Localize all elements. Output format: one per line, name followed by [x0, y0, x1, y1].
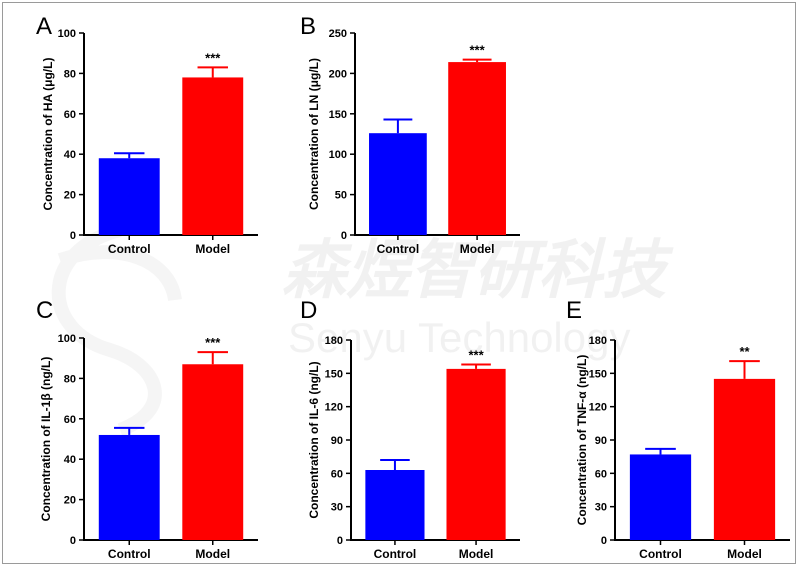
- y-axis-title: Concentration of HA (μg/L): [41, 58, 55, 211]
- y-tick-label: 150: [325, 368, 343, 380]
- bar-model: [713, 378, 776, 540]
- panel-letter: B: [300, 13, 316, 40]
- y-tick-label: 180: [325, 335, 343, 347]
- chart-panel-d: D 0 30 60 90 120 150 180 Concentration of IL-6 (…: [300, 297, 520, 561]
- chart-panel-c: C 0 20 40 60 80 100 Concentration of IL-1β (ng/…: [36, 297, 258, 561]
- y-tick-label: 50: [335, 190, 347, 202]
- y-tick-label: 80: [64, 373, 76, 385]
- y-tick-label: 40: [64, 149, 76, 161]
- y-tick-label: 100: [329, 149, 347, 161]
- y-tick-label: 100: [58, 28, 76, 40]
- y-tick-label: 60: [64, 109, 76, 121]
- y-tick-label: 60: [331, 468, 343, 480]
- panel-letter: D: [300, 297, 317, 324]
- y-axis-title: Concentration of IL-6 (ng/L): [307, 361, 321, 518]
- x-category-label: Model: [195, 242, 230, 256]
- y-axis-title: Concentration of LN (μg/L): [307, 58, 321, 210]
- bar-model: [182, 364, 244, 540]
- y-tick-label: 0: [341, 230, 347, 242]
- y-tick-label: 150: [589, 368, 607, 380]
- y-tick-label: 0: [70, 535, 76, 547]
- y-tick-label: 20: [64, 190, 76, 202]
- x-category-label: Model: [460, 242, 495, 256]
- x-category-label: Control: [108, 242, 151, 256]
- y-tick-label: 30: [595, 502, 607, 514]
- watermark-logo-shape: [51, 223, 182, 437]
- y-tick-label: 90: [331, 435, 343, 447]
- panel-letter: E: [566, 297, 582, 324]
- x-category-label: Control: [639, 547, 682, 561]
- y-tick-label: 60: [595, 468, 607, 480]
- bar-control: [98, 434, 160, 540]
- y-tick-label: 180: [589, 335, 607, 347]
- significance-marker: ***: [470, 43, 486, 58]
- panel-letter: C: [36, 297, 53, 324]
- significance-marker: ***: [205, 335, 221, 350]
- y-tick-label: 30: [331, 502, 343, 514]
- charts-layer: A 0 20 40 60 80 100 Concentration of HA (μg/L) C…: [36, 13, 790, 561]
- x-category-label: Model: [195, 547, 230, 561]
- watermark-chinese-text: 森煜智研科技: [282, 234, 674, 308]
- y-tick-label: 0: [337, 535, 343, 547]
- y-tick-label: 40: [64, 454, 76, 466]
- watermark: 森煜智研科技 Senyu Technology: [51, 223, 674, 437]
- chart-panel-a: A 0 20 40 60 80 100 Concentration of HA (μg/L) C…: [36, 13, 258, 256]
- bar-control: [629, 454, 692, 540]
- bar-control: [98, 158, 160, 235]
- y-tick-label: 200: [329, 68, 347, 80]
- panel-letter: A: [36, 13, 52, 40]
- y-axis-title: Concentration of TNF-α (ng/L): [575, 355, 589, 526]
- y-tick-label: 60: [64, 414, 76, 426]
- y-tick-label: 90: [595, 435, 607, 447]
- y-tick-label: 20: [64, 495, 76, 507]
- y-tick-label: 0: [70, 230, 76, 242]
- x-category-label: Control: [377, 242, 420, 256]
- significance-marker: ***: [205, 50, 221, 65]
- significance-marker: **: [739, 344, 750, 359]
- significance-marker: ***: [468, 347, 484, 362]
- x-category-label: Control: [374, 547, 417, 561]
- y-tick-label: 120: [589, 402, 607, 414]
- chart-panel-b: B 0 50 100 150 200 250 Concentration of LN (μg/…: [300, 13, 520, 256]
- bar-model: [448, 62, 506, 236]
- y-tick-label: 80: [64, 68, 76, 80]
- bar-model: [446, 368, 506, 540]
- x-category-label: Model: [727, 547, 762, 561]
- watermark-english-text: Senyu Technology: [288, 314, 630, 361]
- y-tick-label: 100: [58, 333, 76, 345]
- y-tick-label: 150: [329, 109, 347, 121]
- y-tick-label: 0: [601, 535, 607, 547]
- y-tick-label: 120: [325, 402, 343, 414]
- y-axis-title: Concentration of IL-1β (ng/L): [39, 357, 53, 522]
- bar-control: [369, 133, 427, 235]
- bar-control: [365, 470, 425, 540]
- x-category-label: Model: [459, 547, 494, 561]
- bar-model: [182, 77, 244, 235]
- y-tick-label: 250: [329, 28, 347, 40]
- x-category-label: Control: [108, 547, 151, 561]
